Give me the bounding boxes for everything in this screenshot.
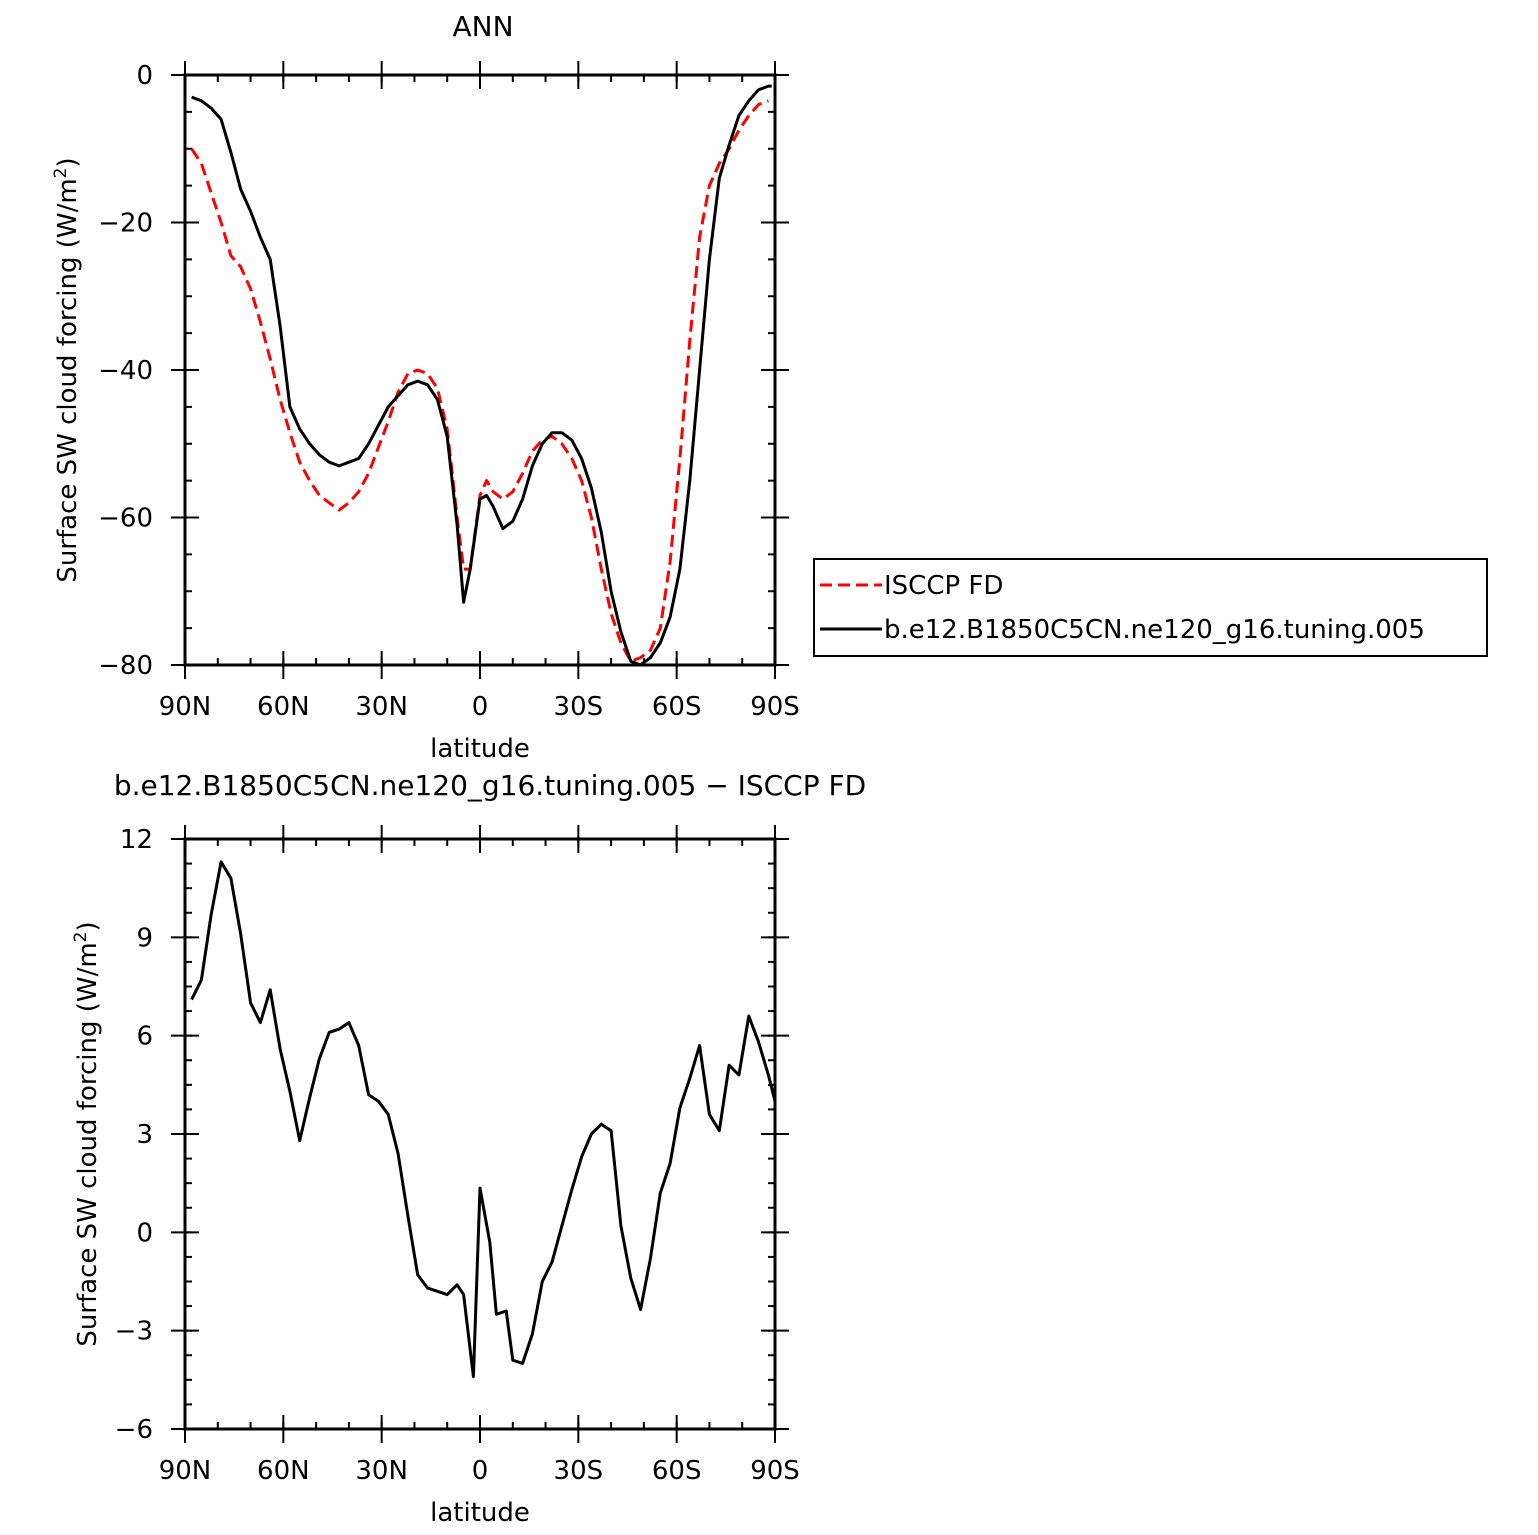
top-chart-ylabel: Surface SW cloud forcing (W/m2) [51, 157, 83, 582]
x-tick-label: 90N [159, 1456, 212, 1486]
bottom-chart-panel: b.e12.B1850C5CN.ne120_g16.tuning.005 − I… [71, 769, 866, 1528]
x-tick-label: 90N [159, 692, 212, 722]
y-tick-label: −3 [115, 1317, 153, 1347]
x-tick-label: 30N [355, 1456, 408, 1486]
series-line-model [191, 84, 772, 665]
x-tick-label: 60N [257, 1456, 310, 1486]
bottom-chart-ticks: 90N 60N 30N 0 30S 60S 90S 12 9 6 3 0 −3 −6 [115, 825, 800, 1486]
top-chart-panel: ANN 90N 60N 30N 0 30S 60S 90S 0 −20 −40 −60 −80 lat… [51, 10, 1488, 764]
legend-box [813, 558, 1488, 657]
bottom-chart-title: b.e12.B1850C5CN.ne120_g16.tuning.005 − I… [114, 769, 866, 802]
x-tick-label: 30S [554, 1456, 604, 1486]
x-tick-label: 90S [750, 1456, 800, 1486]
x-tick-label: 60N [257, 692, 310, 722]
y-tick-label: 12 [120, 825, 153, 855]
x-tick-label: 60S [652, 1456, 702, 1486]
y-tick-label: 6 [136, 1022, 153, 1052]
bottom-chart-xlabel: latitude [430, 1498, 530, 1528]
series-line-isccp-fd [190, 99, 769, 663]
y-tick-label: −80 [98, 651, 153, 681]
bottom-chart-ylabel-sup: 2 [71, 931, 91, 942]
top-chart-plot-frame [183, 73, 777, 667]
y-tick-label: −20 [98, 209, 153, 239]
legend: ISCCP FD b.e12.B1850C5CN.ne120_g16.tunin… [813, 558, 1488, 657]
y-tick-label: 9 [136, 923, 153, 953]
y-tick-label: −60 [98, 504, 153, 534]
top-chart-ylabel-main: Surface SW cloud forcing (W/m [53, 178, 83, 582]
bottom-chart-ylabel-close: ) [73, 921, 103, 931]
top-chart-ylabel-sup: 2 [51, 167, 71, 178]
x-tick-label: 0 [472, 692, 489, 722]
x-tick-label: 60S [652, 692, 702, 722]
x-tick-label: 90S [750, 692, 800, 722]
bottom-chart-series-group [190, 860, 775, 1379]
y-tick-label: 0 [136, 1218, 153, 1248]
bottom-chart-plot-frame [183, 837, 777, 1431]
x-tick-label: 30N [355, 692, 408, 722]
y-tick-label: −6 [115, 1415, 153, 1445]
bottom-chart-ylabel: Surface SW cloud forcing (W/m2) [71, 921, 103, 1346]
y-tick-label: 3 [136, 1120, 153, 1150]
top-chart-xlabel: latitude [430, 734, 530, 764]
y-tick-label: −40 [98, 356, 153, 386]
legend-label-model: b.e12.B1850C5CN.ne120_g16.tuning.005 [884, 615, 1425, 645]
legend-label-isccp-fd: ISCCP FD [884, 571, 1003, 601]
top-chart-series-group [190, 84, 772, 665]
bottom-chart-ylabel-main: Surface SW cloud forcing (W/m [73, 942, 103, 1346]
top-chart-ticks: 90N 60N 30N 0 30S 60S 90S 0 −20 −40 −60 −80 [98, 61, 800, 722]
y-tick-label: 0 [136, 61, 153, 91]
x-tick-label: 30S [554, 692, 604, 722]
top-chart-title: ANN [452, 10, 513, 43]
x-tick-label: 0 [472, 1456, 489, 1486]
top-chart-ylabel-close: ) [53, 157, 83, 167]
series-line-difference [190, 860, 775, 1379]
